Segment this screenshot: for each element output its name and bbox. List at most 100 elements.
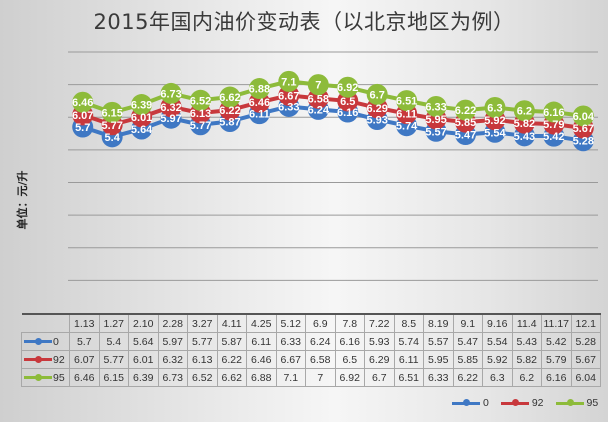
value-cell: 6.58 bbox=[305, 350, 336, 369]
data-point[interactable] bbox=[484, 96, 506, 118]
data-label: 5.74 bbox=[396, 121, 418, 133]
value-cell: 5.7 bbox=[69, 332, 100, 351]
data-label: 6.2 bbox=[517, 106, 532, 118]
value-cell: 5.57 bbox=[423, 332, 454, 351]
value-cell: 5.54 bbox=[482, 332, 513, 351]
data-point[interactable] bbox=[131, 94, 153, 116]
data-point[interactable] bbox=[396, 90, 418, 112]
data-label: 6.33 bbox=[425, 101, 446, 113]
value-cell: 5.43 bbox=[511, 332, 542, 351]
value-cell: 6.46 bbox=[246, 350, 277, 369]
value-cell: 5.64 bbox=[128, 332, 159, 351]
data-label: 6.52 bbox=[190, 95, 211, 107]
value-cell: 6.73 bbox=[157, 368, 188, 387]
data-point[interactable] bbox=[219, 86, 241, 108]
table-row: 95 6.46 6.15 6.39 6.73 6.52 6.62 6.88 7.1 7 6.92 6.… bbox=[21, 368, 601, 387]
value-cell: 6.15 bbox=[98, 368, 129, 387]
legend-item-92[interactable]: 92 bbox=[500, 397, 544, 409]
data-point[interactable] bbox=[425, 95, 447, 117]
value-cell: 6.67 bbox=[275, 350, 306, 369]
value-cell: 6.2 bbox=[511, 368, 542, 387]
category-cell: 9.1 bbox=[452, 313, 483, 333]
legend-item-0[interactable]: 0 bbox=[452, 397, 489, 409]
data-label: 6.29 bbox=[366, 103, 387, 115]
data-label: 6.92 bbox=[337, 82, 358, 94]
data-label: 6.51 bbox=[396, 96, 417, 108]
line-marker-icon bbox=[452, 399, 480, 406]
legend: 0 92 95 bbox=[452, 397, 598, 409]
value-cell: 5.85 bbox=[452, 350, 483, 369]
category-cell: 9.16 bbox=[482, 313, 513, 333]
value-cell: 6.39 bbox=[128, 368, 159, 387]
data-point[interactable] bbox=[337, 76, 359, 98]
legend-item-95[interactable]: 95 bbox=[555, 397, 599, 409]
data-label: 6.46 bbox=[72, 97, 93, 109]
data-point[interactable] bbox=[307, 74, 329, 96]
value-cell: 6.33 bbox=[275, 332, 306, 351]
series-key: 0 bbox=[21, 332, 70, 351]
line-marker-icon bbox=[24, 355, 52, 363]
data-label: 5.43 bbox=[514, 131, 535, 143]
value-cell: 5.77 bbox=[187, 332, 218, 351]
data-point[interactable] bbox=[366, 83, 388, 105]
data-label: 5.64 bbox=[131, 124, 153, 136]
value-cell: 6.11 bbox=[246, 332, 277, 351]
data-label: 6.5 bbox=[340, 96, 355, 108]
data-label: 6.15 bbox=[101, 107, 122, 119]
data-label: 6.22 bbox=[455, 105, 476, 117]
value-cell: 6.33 bbox=[423, 368, 454, 387]
category-cell: 11.4 bbox=[511, 313, 542, 333]
data-point[interactable] bbox=[72, 91, 94, 113]
value-cell: 6.16 bbox=[334, 332, 365, 351]
data-label: 6.67 bbox=[278, 90, 299, 102]
value-cell: 5.87 bbox=[216, 332, 247, 351]
category-cell: 2.28 bbox=[157, 313, 188, 333]
data-label: 7.1 bbox=[281, 76, 296, 88]
table-row: 92 6.07 5.77 6.01 6.32 6.13 6.22 6.46 6.67 6.58 6.… bbox=[21, 350, 601, 369]
data-point[interactable] bbox=[190, 89, 211, 111]
line-marker-icon bbox=[24, 373, 52, 381]
value-cell: 5.47 bbox=[452, 332, 483, 351]
data-table: 1.13 1.27 2.10 2.28 3.27 4.11 4.25 5.12 6.9 7.8 7.… bbox=[21, 313, 601, 387]
line-marker-icon bbox=[500, 399, 529, 406]
data-label: 5.4 bbox=[105, 132, 121, 144]
data-label: 5.7 bbox=[75, 122, 90, 134]
value-cell: 6.3 bbox=[482, 368, 513, 387]
category-cell: 4.25 bbox=[246, 313, 277, 333]
data-point[interactable] bbox=[248, 78, 270, 100]
value-cell: 6.88 bbox=[246, 368, 277, 387]
data-point[interactable] bbox=[455, 99, 476, 121]
data-label: 5.79 bbox=[543, 119, 564, 131]
data-point[interactable] bbox=[160, 82, 182, 104]
data-label: 6.88 bbox=[249, 84, 270, 96]
category-cell: 7.22 bbox=[364, 313, 395, 333]
value-cell: 6.5 bbox=[334, 350, 365, 369]
data-point[interactable] bbox=[513, 100, 535, 122]
value-cell: 6.13 bbox=[187, 350, 218, 369]
value-cell: 5.42 bbox=[541, 332, 572, 351]
data-point[interactable] bbox=[543, 101, 565, 123]
line-marker-icon bbox=[24, 337, 52, 345]
value-cell: 5.82 bbox=[511, 350, 542, 369]
data-label: 6.33 bbox=[278, 101, 299, 113]
data-label: 6.11 bbox=[396, 109, 417, 121]
value-cell: 6.52 bbox=[187, 368, 218, 387]
data-point[interactable] bbox=[572, 105, 594, 127]
data-label: 6.04 bbox=[573, 111, 595, 123]
value-cell: 6.22 bbox=[216, 350, 247, 369]
category-cell: 4.11 bbox=[216, 313, 247, 333]
value-cell: 5.67 bbox=[570, 350, 601, 369]
data-label: 6.7 bbox=[370, 89, 385, 101]
data-point[interactable] bbox=[101, 101, 123, 123]
value-cell: 6.16 bbox=[541, 368, 572, 387]
value-cell: 6.62 bbox=[216, 368, 247, 387]
series-95 bbox=[72, 70, 594, 127]
table-corner bbox=[21, 313, 70, 333]
category-cell: 12.1 bbox=[570, 313, 601, 333]
category-cell: 7.8 bbox=[334, 313, 365, 333]
legend-label: 95 bbox=[586, 397, 599, 409]
value-cell: 5.28 bbox=[570, 332, 601, 351]
data-label: 5.95 bbox=[425, 114, 446, 126]
data-point[interactable] bbox=[278, 70, 300, 92]
